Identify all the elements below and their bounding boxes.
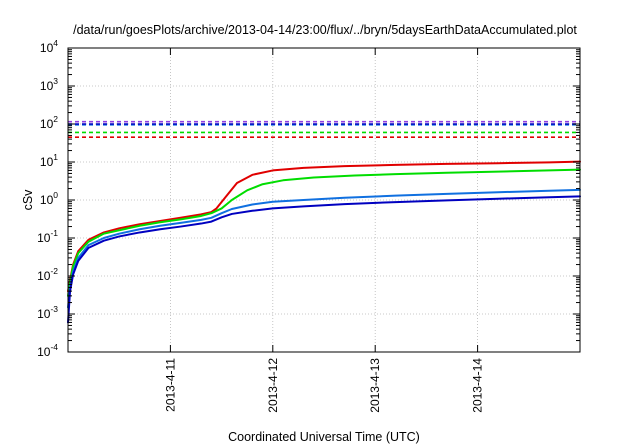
x-tick-label: 2013-4-11: [163, 358, 177, 412]
y-tick-label-base: 10: [40, 155, 54, 169]
y-tick-label-exp: 4: [53, 38, 58, 48]
y-tick-label-base: 10: [40, 79, 54, 93]
x-tick-label: 2013-4-12: [266, 358, 280, 413]
y-tick-label: 10-1: [37, 228, 58, 245]
y-tick-label-exp: -3: [50, 304, 58, 314]
reference-lines: [68, 120, 580, 138]
y-tick-label: 104: [40, 38, 58, 55]
y-tick-label-base: 10: [40, 193, 54, 207]
y-tick-label-exp: -4: [50, 342, 58, 352]
y-tick-label: 10-3: [37, 304, 58, 321]
y-tick-label: 10-2: [37, 266, 58, 283]
x-tick-labels: 2013-4-11 2013-4-12 2013-4-13 2013-4-14: [163, 358, 484, 413]
y-tick-label-exp: 3: [53, 76, 58, 86]
y-tick-label: 100: [40, 190, 58, 207]
y-tick-label: 101: [40, 152, 58, 169]
y-tick-label-base: 10: [37, 345, 51, 359]
chart-title: /data/run/goesPlots/archive/2013-04-14/2…: [73, 23, 577, 37]
x-tick-label: 2013-4-14: [471, 358, 485, 413]
y-tick-label-exp: 0: [53, 190, 58, 200]
series-line: [67, 168, 581, 297]
y-tick-label-exp: -1: [50, 228, 58, 238]
y-tick-label-base: 10: [37, 231, 51, 245]
y-tick-label-exp: 1: [53, 152, 58, 162]
y-tick-label: 103: [40, 76, 58, 93]
y-tick-label: 10-4: [37, 342, 58, 359]
y-tick-label-base: 10: [40, 117, 54, 131]
y-axis-label: cSv: [21, 189, 35, 211]
y-tick-label: 102: [40, 114, 58, 131]
series-line: [67, 195, 581, 324]
axis-ticks: [68, 47, 580, 353]
y-tick-label-exp: 2: [53, 114, 58, 124]
x-tick-label: 2013-4-13: [368, 358, 382, 413]
x-axis-label: Coordinated Universal Time (UTC): [228, 430, 420, 444]
y-tick-label-base: 10: [40, 41, 54, 55]
series-group: [67, 160, 581, 324]
y-tick-label-base: 10: [37, 307, 51, 321]
y-tick-label-base: 10: [37, 269, 51, 283]
series-line: [67, 188, 581, 309]
grid: [68, 48, 580, 352]
y-tick-label-exp: -2: [50, 266, 58, 276]
series-line: [67, 160, 581, 293]
